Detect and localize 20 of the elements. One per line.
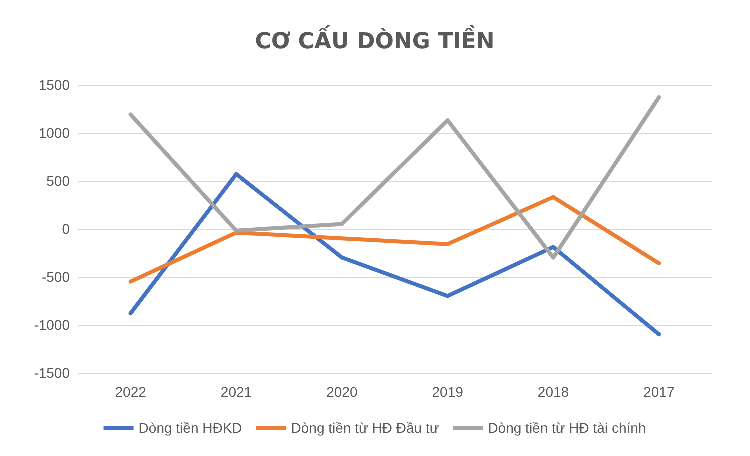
y-tick-label: -1500 bbox=[34, 365, 70, 381]
legend-label: Dòng tiền từ HĐ tài chính bbox=[488, 420, 646, 436]
y-tick-label: -1000 bbox=[34, 317, 70, 333]
legend-label: Dòng tiền HĐKD bbox=[138, 420, 242, 436]
x-tick-label: 2021 bbox=[220, 384, 252, 400]
y-tick-label: 1500 bbox=[38, 77, 70, 93]
x-tick-label: 2018 bbox=[538, 384, 570, 400]
x-tick-label: 2017 bbox=[644, 384, 675, 400]
legend-label: Dòng tiền từ HĐ Đầu tư bbox=[291, 420, 440, 436]
y-tick-label: 0 bbox=[62, 221, 70, 237]
chart-title: CƠ CẤU DÒNG TIỀN bbox=[255, 24, 495, 54]
x-tick-label: 2022 bbox=[115, 384, 147, 400]
y-tick-label: 500 bbox=[46, 173, 70, 189]
x-tick-label: 2020 bbox=[326, 384, 358, 400]
line-series bbox=[128, 95, 662, 260]
y-tick-label: -500 bbox=[42, 269, 70, 285]
y-tick-label: 1000 bbox=[38, 125, 70, 141]
x-tick-label: 2019 bbox=[432, 384, 464, 400]
line-series bbox=[128, 172, 662, 337]
line-series bbox=[128, 195, 662, 284]
